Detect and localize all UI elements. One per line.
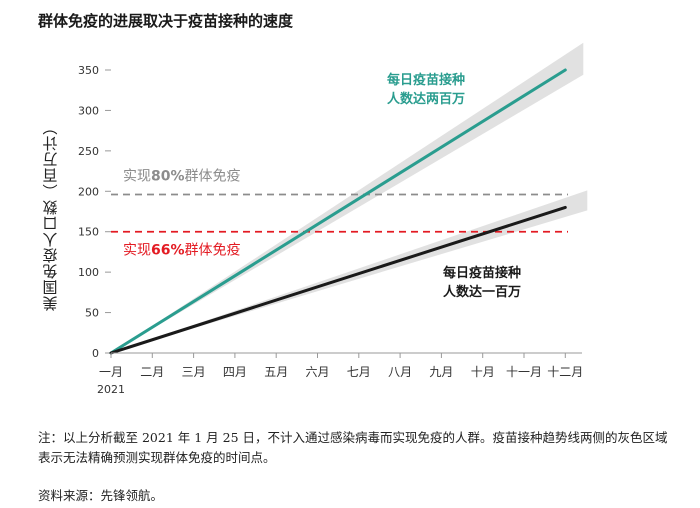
series-label: 每日疫苗接种 — [443, 265, 521, 281]
x-tick-label: 十月 — [471, 365, 495, 379]
y-tick-label: 100 — [78, 266, 99, 279]
source-note: 资料来源：先锋领航。 — [38, 488, 164, 503]
reference-line-label: 实现80%群体免疫 — [123, 169, 241, 185]
reference-line-label: 实现66%群体免疫 — [123, 243, 241, 259]
x-tick-label: 一月 — [99, 365, 123, 379]
y-tick-label: 250 — [78, 145, 99, 158]
x-tick-label: 八月 — [388, 365, 412, 379]
x-tick-label: 五月 — [264, 365, 288, 379]
y-tick-label: 0 — [92, 347, 99, 360]
y-tick-label: 350 — [78, 64, 99, 77]
series-label: 每日疫苗接种 — [387, 72, 465, 88]
y-axis-title-wrap: 美国免疫人口数（百万计） — [40, 119, 61, 311]
y-tick-label: 150 — [78, 226, 99, 239]
x-tick-label: 十一月 — [506, 365, 542, 379]
x-tick-label: 九月 — [429, 365, 453, 379]
x-tick-label: 七月 — [347, 365, 371, 379]
y-tick-label: 50 — [85, 307, 99, 320]
series-line-two-million — [109, 68, 567, 355]
uncertainty-band — [111, 42, 584, 354]
y-tick-label: 300 — [78, 104, 99, 117]
chart-plot: 050100150200250300350实现80%群体免疫实现66%群体免疫每… — [78, 42, 588, 396]
series-line-one-million — [109, 205, 567, 355]
footnote: 注：以上分析截至 2021 年 1 月 25 日，不计入通过感染病毒而实现免疫的… — [38, 430, 668, 465]
y-axis-title: 美国免疫人口数（百万计） — [41, 119, 60, 311]
x-tick-label: 六月 — [305, 365, 329, 379]
y-tick-label: 200 — [78, 185, 99, 198]
x-year-label: 2021 — [97, 383, 125, 396]
x-tick-label: 三月 — [182, 365, 206, 379]
series-label: 人数达一百万 — [443, 284, 521, 300]
x-tick-label: 二月 — [140, 365, 164, 379]
x-tick-label: 四月 — [223, 365, 247, 379]
chart-title: 群体免疫的进展取决于疫苗接种的速度 — [38, 12, 294, 30]
x-tick-label: 十二月 — [547, 365, 583, 379]
uncertainty-band — [111, 190, 588, 353]
series-label: 人数达两百万 — [387, 91, 465, 107]
